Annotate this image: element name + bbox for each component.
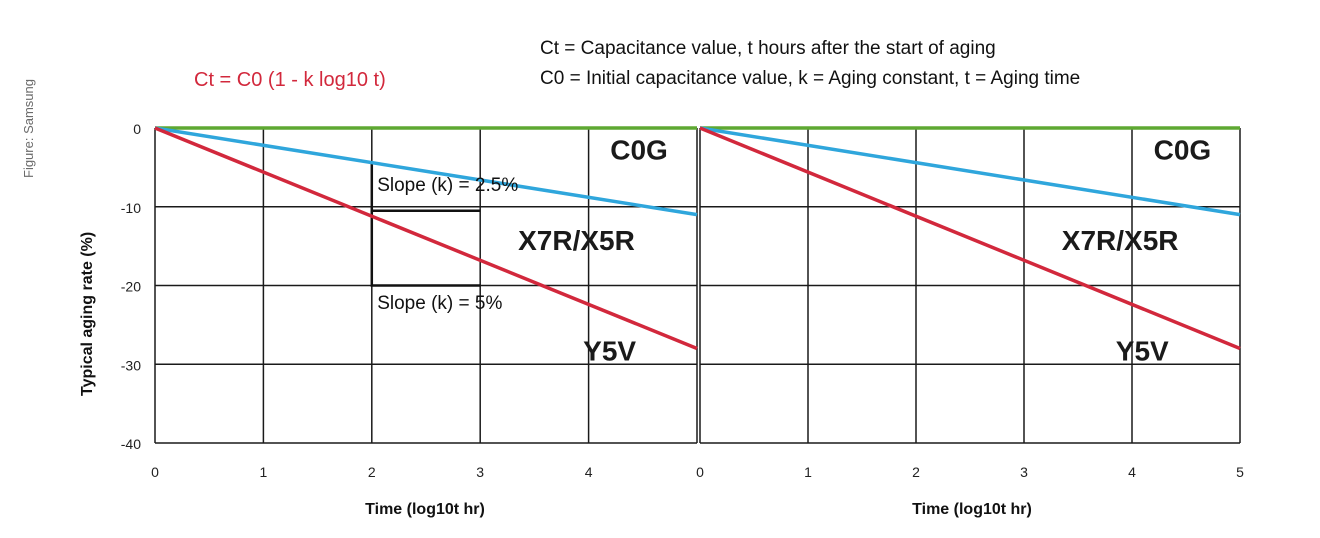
- left-ytick-label-0: 0: [133, 121, 141, 137]
- left-slope-annotation-1: Slope (k) = 5%: [377, 293, 502, 314]
- right-xtick-label-4: 4: [1128, 464, 1136, 480]
- left-ytick-label-3: -30: [121, 357, 141, 373]
- legend-line-1: Ct = Capacitance value, t hours after th…: [540, 38, 996, 59]
- left-xtick-label-2: 2: [368, 464, 376, 480]
- left-series-label-2: Y5V: [583, 335, 636, 366]
- left-ytick-label-1: -10: [121, 200, 141, 216]
- left-xtick-label-3: 3: [476, 464, 484, 480]
- aging-formula: Ct = C0 (1 - k log10 t): [194, 69, 386, 91]
- left-xtick-label-0: 0: [151, 464, 159, 480]
- left-series-label-0: C0G: [610, 135, 668, 166]
- left-series-label-1: X7R/X5R: [518, 225, 635, 256]
- right-xtick-label-2: 2: [912, 464, 920, 480]
- right-xtick-label-0: 0: [696, 464, 704, 480]
- right-series-label-0: C0G: [1154, 135, 1212, 166]
- right-series-x7r-x5r: [699, 126, 1241, 217]
- y-axis-title: Typical aging rate (%): [79, 232, 96, 396]
- right-series-label-1: X7R/X5R: [1062, 225, 1179, 256]
- x-axis-title-left: Time (log10t hr): [365, 501, 485, 518]
- legend-line-2: C0 = Initial capacitance value, k = Agin…: [540, 68, 1080, 89]
- left-ytick-label-2: -20: [121, 279, 141, 295]
- left-series-x7r-x5r: [154, 126, 698, 217]
- right-series-y5v: [699, 126, 1241, 351]
- left-xtick-label-4: 4: [585, 464, 593, 480]
- figure-credit: Figure: Samsung: [21, 79, 36, 178]
- left-xtick-label-1: 1: [260, 464, 268, 480]
- left-ytick-label-4: -40: [121, 436, 141, 452]
- right-series-label-2: Y5V: [1116, 335, 1169, 366]
- right-xtick-label-1: 1: [804, 464, 812, 480]
- left-series-y5v: [154, 126, 698, 351]
- x-axis-title-right: Time (log10t hr): [912, 501, 1032, 518]
- right-xtick-label-3: 3: [1020, 464, 1028, 480]
- left-slope-guide-1: [370, 210, 481, 287]
- left-slope-annotation-0: Slope (k) = 2.5%: [377, 175, 518, 196]
- right-xtick-label-5: 5: [1236, 464, 1244, 480]
